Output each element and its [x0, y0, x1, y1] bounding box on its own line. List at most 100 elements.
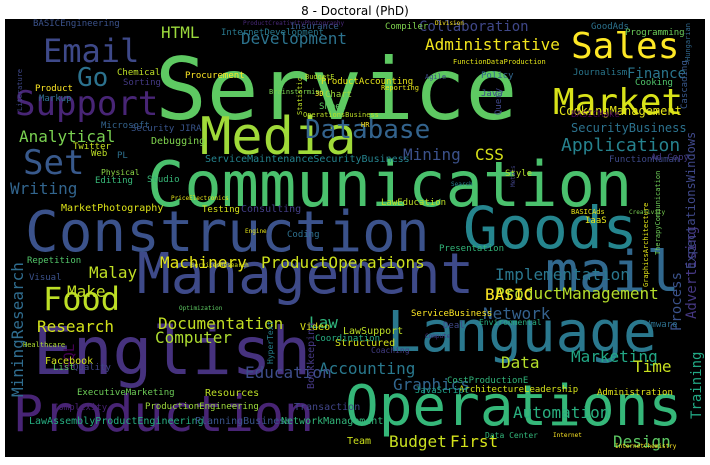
- word-miningresearch: MiningResearch: [8, 262, 27, 397]
- word-marketing: Marketing: [571, 347, 658, 366]
- word-networkmanagement: NetworkManagement: [281, 416, 384, 427]
- word-video: Video: [300, 322, 331, 333]
- word-html: HTML: [161, 23, 200, 42]
- word-chart: Chart: [325, 90, 353, 100]
- word-coordination: Coordination: [315, 334, 381, 344]
- word-basic: BASIC: [485, 285, 534, 304]
- word-basicmake: BASICMake: [571, 110, 620, 120]
- word-physical: Physical: [101, 168, 140, 177]
- word-productaccounting: ProductAccounting: [321, 77, 414, 87]
- word-marketphotography: MarketPhotography: [61, 203, 164, 214]
- word-network: Network: [483, 304, 551, 323]
- word-journalism: Journalism: [573, 68, 628, 78]
- word-presentation: Presentation: [439, 244, 505, 254]
- word-functiondataproduction: FunctionDataProduction: [453, 58, 546, 66]
- word-statistic: Statistic: [296, 77, 304, 115]
- word-go: Go: [77, 63, 109, 93]
- word-internet: Internet: [553, 432, 582, 439]
- word-security-jira: Security JIRA: [131, 124, 202, 134]
- word-production: Production: [13, 385, 315, 443]
- word-planningbusiness: PlanningBusiness: [195, 416, 292, 427]
- word-internetchemistry: InternetChemistry: [615, 443, 677, 450]
- word-goods: Goods: [463, 194, 638, 262]
- word-architectureleadership: ArchitectureLeadership: [459, 385, 579, 395]
- word-microsoft: Microsoft: [101, 121, 150, 131]
- word-service: Service: [155, 40, 518, 140]
- word-css: CSS: [475, 145, 504, 164]
- word-documentation: Documentation: [158, 314, 284, 333]
- word-engine: Engine: [245, 228, 267, 235]
- word-english: English: [33, 313, 312, 390]
- word-servicemaintenancesecuritybusiness: ServiceMaintenanceSecurityBusiness: [205, 154, 410, 165]
- word-graphics: Graphics: [393, 375, 471, 394]
- word-malay: Malay: [89, 263, 138, 282]
- word-collaboration: Collaboration: [419, 19, 529, 35]
- word-sales: Sales: [571, 26, 680, 67]
- word-productmanagement: ProductManagement: [495, 284, 659, 303]
- word-editing: Editing: [95, 176, 133, 186]
- word-insurance: Insurance: [290, 22, 339, 32]
- word-productcreativityphotography: ProductCreativityPhotography: [243, 20, 345, 27]
- word-creativity: Creativity: [629, 209, 666, 216]
- word-communication: Communication: [147, 148, 633, 221]
- word-securitybusiness: SecurityBusiness: [571, 121, 687, 135]
- word-functionhuman: FunctionHuman: [609, 155, 680, 165]
- word-testing: Testing: [202, 205, 240, 215]
- word-media: Media: [200, 107, 357, 167]
- word-email: Email: [43, 32, 140, 70]
- word-repetition: Repetition: [27, 256, 82, 266]
- word-lawassemblyproductengineering: LawAssemblyProductEngineering: [29, 416, 204, 427]
- word-time: Time: [633, 357, 672, 376]
- word-facebook: Facebook: [45, 356, 94, 367]
- word-pl: PL: [117, 151, 128, 161]
- word-sheet: Sheet: [319, 102, 347, 112]
- word-markup: Markup: [39, 94, 72, 104]
- word-management: Management: [137, 242, 475, 307]
- word-mining: Mining: [403, 145, 461, 164]
- word-writing: Writing: [10, 179, 78, 198]
- word-executivemarketing: ExecutiveMarketing: [77, 388, 175, 398]
- word-policy: Policy: [481, 71, 514, 81]
- word-cascading: Cascading: [680, 60, 690, 109]
- word-basicengineering: BASICEngineering: [33, 19, 120, 29]
- word-web: Web: [91, 149, 108, 159]
- word-servicebusiness: ServiceBusiness: [411, 309, 493, 319]
- word-automation: Automation: [513, 403, 610, 422]
- word-operations: Operations: [345, 374, 683, 439]
- word-brainstorming: Brainstorming: [269, 88, 324, 96]
- word-administration: Administration: [597, 388, 673, 398]
- word-java: Java: [481, 89, 503, 99]
- word-resources: Resources: [205, 388, 260, 399]
- word-make: Make: [67, 282, 106, 301]
- word-deal: Deal: [443, 321, 465, 331]
- word-application: Application: [561, 135, 681, 156]
- word-productoperations: ProductOperations: [261, 253, 425, 272]
- word-programming: Programming: [625, 28, 685, 38]
- word-database: Database: [305, 115, 431, 145]
- word-environmental: Environmental: [479, 318, 542, 327]
- word-transaction: Transaction: [294, 402, 361, 413]
- word-search: Search: [451, 181, 473, 188]
- word-coaching: Coaching: [371, 346, 410, 355]
- word-hypertext: HyperText: [266, 320, 275, 364]
- word-3d: 3D: [315, 90, 324, 98]
- word-agile: Agile: [425, 73, 447, 81]
- word-internetdevelopment: InternetDevelopment: [221, 28, 324, 38]
- word-productionengineering: ProductionEngineering: [145, 402, 259, 412]
- word-cookingmanagement: CookingManagement: [559, 104, 682, 118]
- word-product: Product: [35, 84, 73, 94]
- word-machinery: Machinery: [160, 253, 247, 272]
- word-analytical: Analytical: [19, 127, 116, 146]
- word-vmware: Vmware: [645, 320, 678, 330]
- word-twitter: Twitter: [73, 142, 111, 152]
- word-budget: Budget: [389, 432, 447, 451]
- word-quality: Quality: [73, 363, 111, 373]
- word-compute: Compute: [425, 333, 451, 340]
- word-studio: Studio: [147, 175, 180, 185]
- word-finance: Finance: [627, 66, 687, 82]
- word-metals: Metals: [510, 165, 517, 187]
- word-hr: HR: [361, 121, 370, 129]
- figure-title: 8 - Doctoral (PhD): [301, 4, 409, 18]
- word-development: Development: [241, 29, 347, 48]
- word-design: Design: [613, 432, 671, 451]
